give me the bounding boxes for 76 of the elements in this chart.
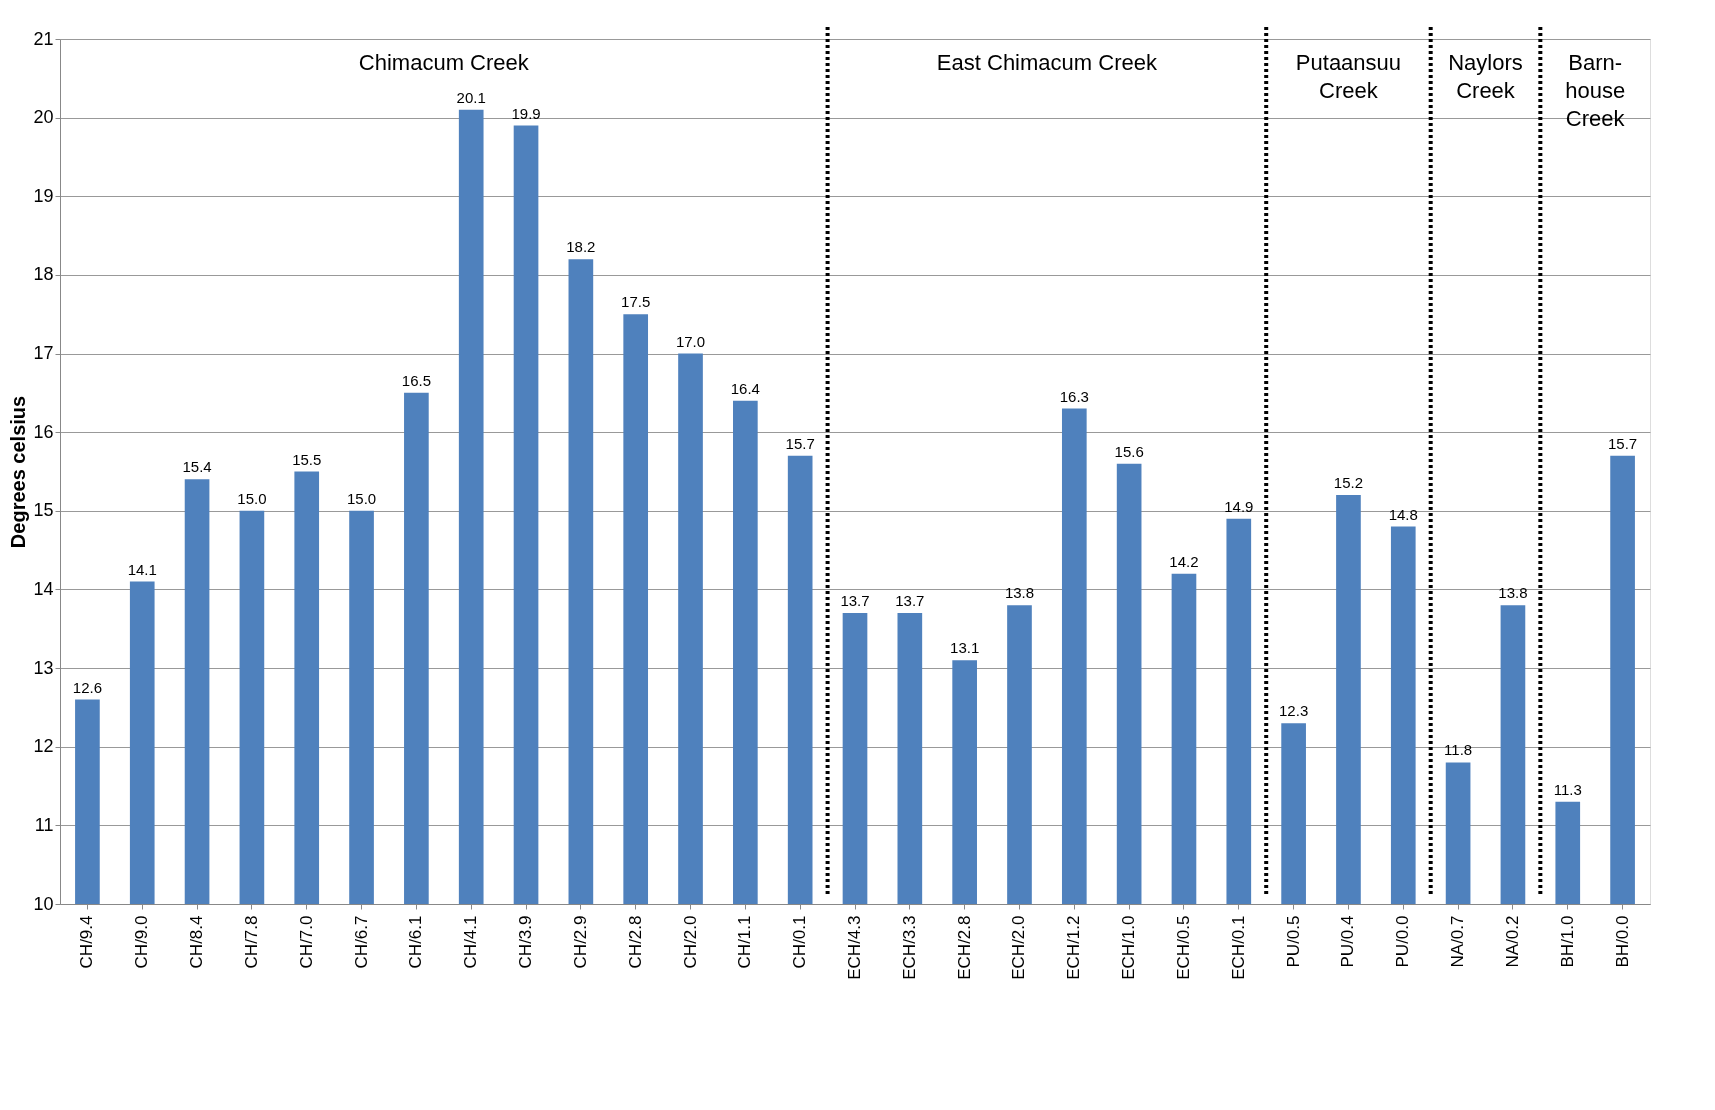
data-label: 16.5 <box>401 371 431 389</box>
data-label: 15.4 <box>182 458 212 476</box>
data-label: 18.2 <box>566 238 596 256</box>
x-tick-label: ECH/1.0 <box>1119 915 1139 980</box>
y-tick-label: 18 <box>33 264 54 285</box>
data-label: 11.8 <box>1444 741 1473 759</box>
x-tick-label: CH/8.4 <box>187 915 207 969</box>
x-tick-label: ECH/0.5 <box>1173 915 1193 980</box>
x-tick-label: PU/0.5 <box>1283 915 1303 968</box>
annotation: Naylors Creek <box>1448 50 1523 103</box>
y-tick-label: 21 <box>33 28 54 49</box>
x-tick-label: CH/2.8 <box>625 915 645 969</box>
data-label: 13.1 <box>950 639 980 657</box>
x-tick-label: CH/2.9 <box>570 915 590 969</box>
data-label: 12.3 <box>1279 702 1309 720</box>
x-tick-label: CH/0.1 <box>790 915 810 969</box>
annotation: Chimacum Creek <box>358 50 530 75</box>
y-tick-label: 17 <box>33 343 54 364</box>
data-label: 12.6 <box>72 678 103 696</box>
data-label: 16.4 <box>730 379 760 397</box>
x-tick-label: ECH/1.2 <box>1064 915 1084 980</box>
x-tick-label: PU/0.4 <box>1338 915 1358 968</box>
x-tick-label: CH/6.7 <box>351 915 371 969</box>
data-label: 14.9 <box>1224 497 1254 515</box>
x-tick-label: CH/6.1 <box>406 915 426 969</box>
data-label: 15.7 <box>785 434 815 452</box>
y-tick-label: 20 <box>33 107 54 128</box>
annotation: Putaansuu Creek <box>1295 50 1402 103</box>
y-tick-label: 16 <box>33 421 54 442</box>
data-label: 17.0 <box>675 332 706 350</box>
x-tick-label: NA/0.2 <box>1502 915 1522 968</box>
y-tick-label: 14 <box>33 578 54 599</box>
data-label: 15.7 <box>1607 434 1638 452</box>
x-tick-label: ECH/2.0 <box>1009 915 1029 980</box>
data-label: 14.2 <box>1169 552 1199 570</box>
data-label: 15.0 <box>237 489 267 507</box>
y-tick-label: 13 <box>33 657 54 678</box>
x-tick-label: CH/7.8 <box>241 915 261 969</box>
x-tick-label: ECH/2.8 <box>954 915 974 980</box>
data-label: 13.7 <box>895 592 925 610</box>
data-label: 14.1 <box>127 560 157 578</box>
y-tick-label: 15 <box>33 500 54 521</box>
data-label: 16.3 <box>1059 387 1089 405</box>
data-label: 20.1 <box>456 88 486 106</box>
data-label: 13.7 <box>840 592 870 610</box>
x-tick-label: PU/0.0 <box>1393 915 1413 968</box>
data-label: 15.6 <box>1114 442 1144 460</box>
data-label: 14.8 <box>1388 505 1418 523</box>
data-label: 15.2 <box>1333 474 1364 492</box>
x-tick-label: NA/0.7 <box>1448 915 1468 968</box>
data-label: 15.0 <box>346 489 377 507</box>
annotation: Barn- house Creek <box>1565 50 1626 131</box>
data-label: 17.5 <box>621 293 651 311</box>
y-tick-label: 19 <box>33 185 54 206</box>
x-tick-label: CH/2.0 <box>680 915 700 969</box>
data-label: 15.5 <box>292 450 322 468</box>
x-tick-label: CH/9.4 <box>77 915 97 969</box>
x-tick-label: CH/3.9 <box>516 915 536 969</box>
x-tick-label: ECH/0.1 <box>1228 915 1248 980</box>
x-tick-label: ECH/4.3 <box>845 915 864 980</box>
y-tick-label: 12 <box>33 736 54 757</box>
y-tick-label: 11 <box>34 814 54 835</box>
data-label: 13.8 <box>1004 584 1035 602</box>
data-label: 19.9 <box>511 104 541 122</box>
x-tick-label: CH/1.1 <box>735 915 755 969</box>
annotation: East Chimacum Creek <box>936 50 1158 75</box>
x-tick-label: BH/0.0 <box>1612 915 1632 968</box>
y-tick-label: 10 <box>33 893 54 914</box>
data-label: 11.3 <box>1553 780 1582 798</box>
y-axis-title: Degrees celsius <box>7 395 30 549</box>
x-tick-label: CH/4.1 <box>461 915 481 969</box>
x-tick-label: CH/7.0 <box>296 915 316 969</box>
x-tick-label: ECH/3.3 <box>899 915 919 980</box>
data-label: 13.8 <box>1498 584 1528 602</box>
x-tick-label: BH/1.0 <box>1557 915 1577 968</box>
x-tick-label: CH/9.0 <box>132 915 152 969</box>
